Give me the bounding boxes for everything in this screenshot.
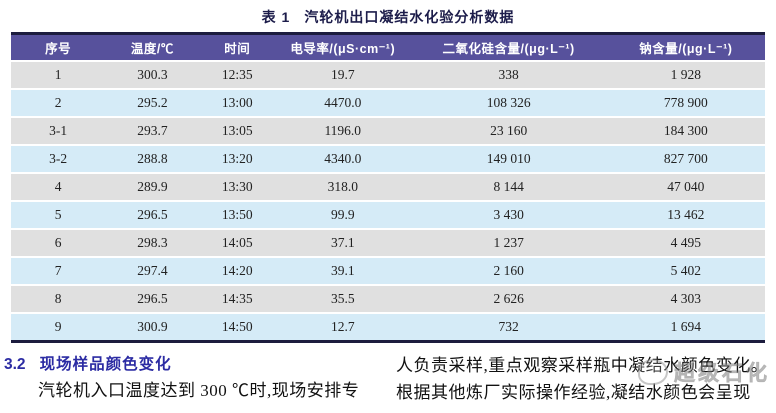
table-cell: 295.2 — [105, 89, 200, 118]
table-cell: 9 — [11, 313, 106, 342]
column-header: 电导率/(μS·cm⁻¹) — [274, 33, 411, 62]
table-cell: 1 237 — [410, 229, 607, 258]
table-cell: 296.5 — [105, 201, 200, 230]
table-row: 3-1 293.7 13:05 1196.0 23 160 184 300 — [11, 117, 765, 146]
table-cell: 288.8 — [105, 145, 200, 174]
table-cell: 23 160 — [410, 117, 607, 146]
column-header: 二氧化硅含量/(μg·L⁻¹) — [410, 33, 607, 62]
table-cell: 14:50 — [199, 313, 275, 342]
table-cell: 47 040 — [606, 173, 765, 202]
table-cell: 5 402 — [606, 257, 765, 286]
right-column: 人负责采样,重点观察采样瓶中凝结水颜色变化。 根据其他炼厂实际操作经验,凝结水颜… — [396, 352, 772, 406]
right-paragraph-line1: 人负责采样,重点观察采样瓶中凝结水颜色变化。 — [396, 356, 769, 375]
table-cell: 8 144 — [410, 173, 607, 202]
section-title: 现场样品颜色变化 — [39, 356, 172, 373]
column-header: 温度/℃ — [105, 33, 200, 62]
table-cell: 300.3 — [105, 61, 200, 90]
table-row: 7 297.4 14:20 39.1 2 160 5 402 — [11, 257, 765, 286]
table-cell: 99.9 — [274, 201, 411, 230]
table-cell: 13:30 — [199, 173, 275, 202]
table-cell: 338 — [410, 61, 607, 90]
table-row: 3-2 288.8 13:20 4340.0 149 010 827 700 — [11, 145, 765, 174]
table-cell: 35.5 — [274, 285, 411, 314]
left-column: 3.2 现场样品颜色变化 汽轮机入口温度达到 300 ℃时,现场安排专 — [4, 352, 370, 406]
table-cell: 300.9 — [105, 313, 200, 342]
table-cell: 37.1 — [274, 229, 411, 258]
table-cell: 14:05 — [199, 229, 275, 258]
table-cell: 4470.0 — [274, 89, 411, 118]
table-cell: 827 700 — [606, 145, 765, 174]
table-caption-label: 表 1 — [261, 9, 291, 25]
table-cell: 298.3 — [105, 229, 200, 258]
text-columns: 3.2 现场样品颜色变化 汽轮机入口温度达到 300 ℃时,现场安排专 人负责采样… — [4, 352, 772, 406]
table-row: 4 289.9 13:30 318.0 8 144 47 040 — [11, 173, 765, 202]
table-cell: 297.4 — [105, 257, 200, 286]
table-cell: 13 462 — [606, 201, 765, 230]
table-cell: 2 626 — [410, 285, 607, 314]
table-cell: 1 694 — [606, 313, 765, 342]
table-cell: 318.0 — [274, 173, 411, 202]
table-cell: 5 — [11, 201, 106, 230]
table-cell: 39.1 — [274, 257, 411, 286]
table-cell: 149 010 — [410, 145, 607, 174]
table-cell: 3 430 — [410, 201, 607, 230]
table-cell: 12.7 — [274, 313, 411, 342]
table-cell: 14:35 — [199, 285, 275, 314]
table-cell: 3-1 — [11, 117, 106, 146]
table-cell: 13:00 — [199, 89, 275, 118]
section-heading: 3.2 现场样品颜色变化 — [4, 352, 370, 374]
table-cell: 1 928 — [606, 61, 765, 90]
table-cell: 732 — [410, 313, 607, 342]
column-header: 钠含量/(μg·L⁻¹) — [606, 33, 765, 62]
table-cell: 2 — [11, 89, 106, 118]
table-header-row: 序号 温度/℃ 时间 电导率/(μS·cm⁻¹) 二氧化硅含量/(μg·L⁻¹) 钠含量/… — [11, 33, 765, 62]
table-cell: 19.7 — [274, 61, 411, 90]
table-cell: 13:05 — [199, 117, 275, 146]
table-cell: 296.5 — [105, 285, 200, 314]
table-row: 1 300.3 12:35 19.7 338 1 928 — [11, 61, 765, 90]
table-cell: 1 — [11, 61, 106, 90]
table-row: 9 300.9 14:50 12.7 732 1 694 — [11, 313, 765, 342]
table-cell: 13:20 — [199, 145, 275, 174]
table-row: 6 298.3 14:05 37.1 1 237 4 495 — [11, 229, 765, 258]
table-cell: 289.9 — [105, 173, 200, 202]
table-row: 2 295.2 13:00 4470.0 108 326 778 900 — [11, 89, 765, 118]
table-cell: 2 160 — [410, 257, 607, 286]
table-cell: 293.7 — [105, 117, 200, 146]
table-cell: 778 900 — [606, 89, 765, 118]
right-paragraph-line2: 根据其他炼厂实际操作经验,凝结水颜色会呈现 — [396, 383, 751, 402]
table-cell: 3-2 — [11, 145, 106, 174]
table-cell: 108 326 — [410, 89, 607, 118]
analysis-data-table: 序号 温度/℃ 时间 电导率/(μS·cm⁻¹) 二氧化硅含量/(μg·L⁻¹) 钠含量/… — [11, 32, 765, 343]
table-cell: 184 300 — [606, 117, 765, 146]
table-caption: 表 1 汽轮机出口凝结水化验分析数据 — [0, 0, 776, 27]
table-cell: 14:20 — [199, 257, 275, 286]
table-cell: 12:35 — [199, 61, 275, 90]
left-paragraph: 汽轮机入口温度达到 300 ℃时,现场安排专 — [38, 381, 360, 400]
table-cell: 7 — [11, 257, 106, 286]
table-cell: 6 — [11, 229, 106, 258]
section-number: 3.2 — [4, 356, 26, 373]
table-row: 8 296.5 14:35 35.5 2 626 4 303 — [11, 285, 765, 314]
table-cell: 1196.0 — [274, 117, 411, 146]
table-row: 5 296.5 13:50 99.9 3 430 13 462 — [11, 201, 765, 230]
table-caption-title: 汽轮机出口凝结水化验分析数据 — [304, 9, 515, 25]
table-cell: 4 — [11, 173, 106, 202]
table-cell: 4 303 — [606, 285, 765, 314]
table-cell: 4 495 — [606, 229, 765, 258]
table-cell: 13:50 — [199, 201, 275, 230]
table-cell: 4340.0 — [274, 145, 411, 174]
column-header: 序号 — [11, 33, 106, 62]
table-body: 1 300.3 12:35 19.7 338 1 928 2 295.2 13:00 4470.0… — [11, 61, 765, 342]
table-cell: 8 — [11, 285, 106, 314]
column-header: 时间 — [199, 33, 275, 62]
